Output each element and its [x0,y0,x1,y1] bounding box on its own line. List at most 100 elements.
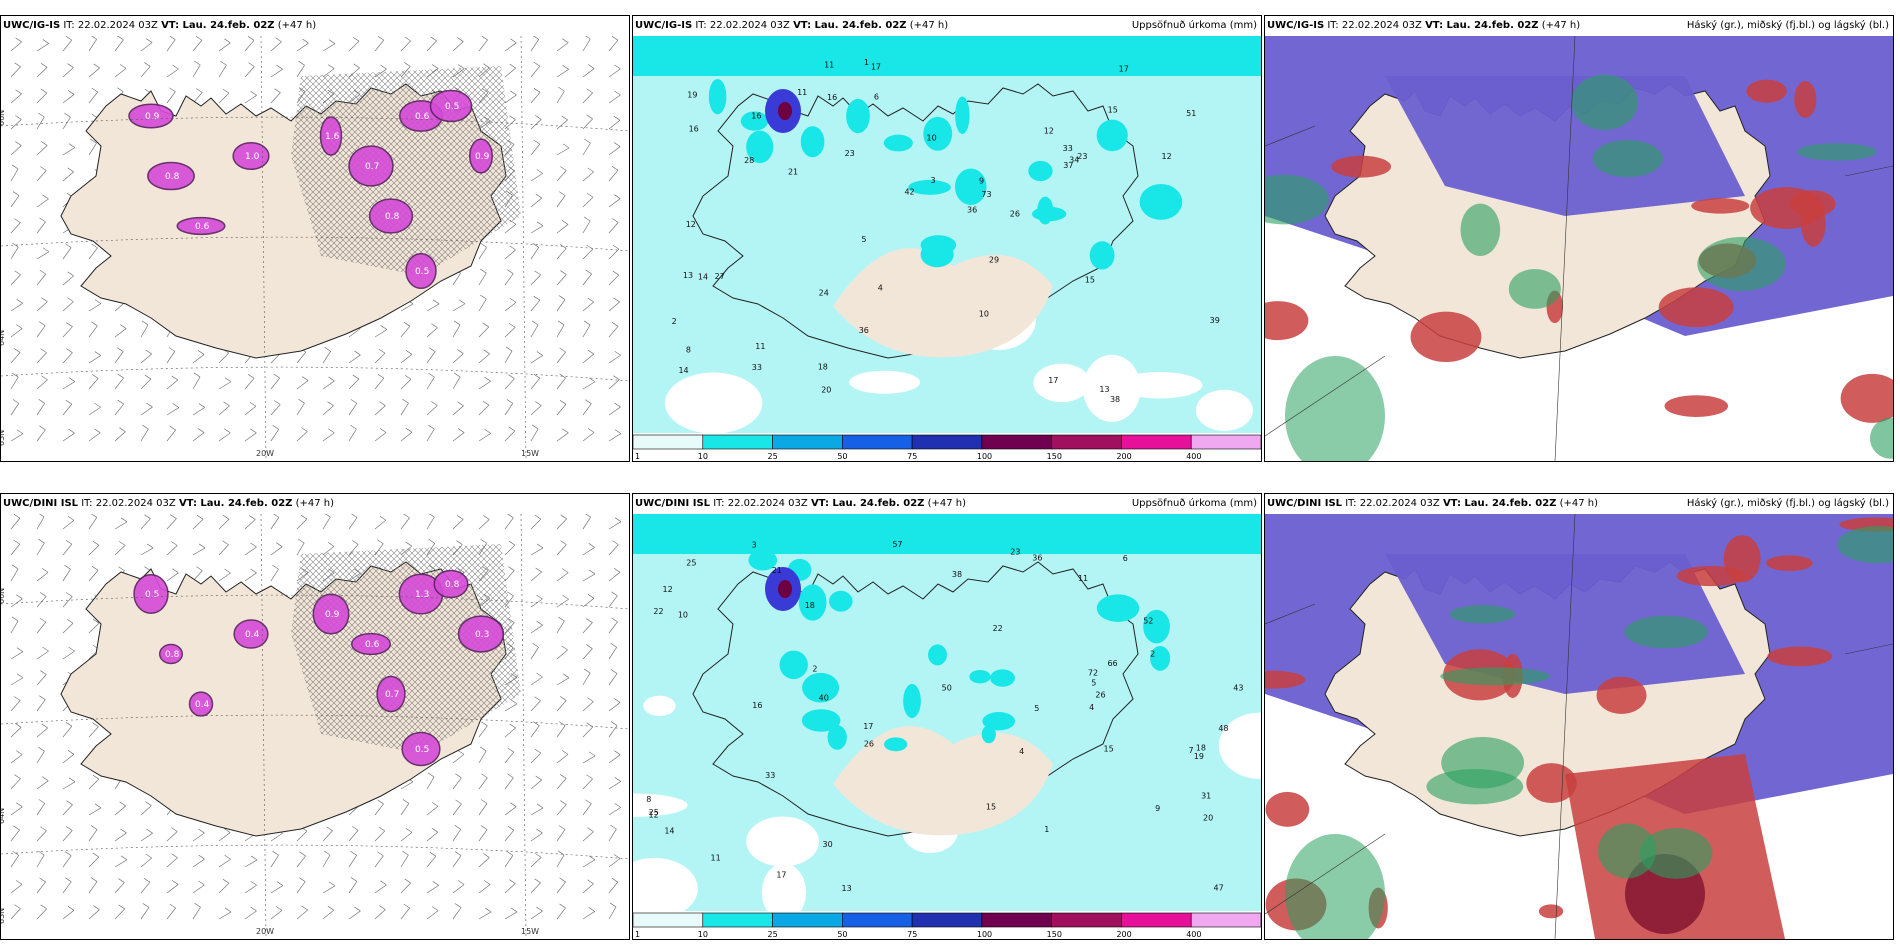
precip-map: 1913111612422615733334513827173320921293… [633,36,1261,461]
station-value: 73 [981,190,991,199]
legend-label: 10 [698,930,708,939]
station-value: 22 [653,607,663,616]
station-value: 15 [986,803,996,812]
legend-label: 1 [635,452,640,461]
station-value: 23 [845,149,855,158]
station-value: 36 [859,326,869,335]
panel-title: Háský (gr.), miðský (fj.bl.) og lágský (… [1686,498,1889,509]
snow-value-label: 0.8 [445,580,460,590]
legend-label: 100 [977,452,992,461]
station-value: 13 [683,271,693,280]
station-value: 21 [772,566,782,575]
panel-r1-precip: UWC/IG-IS IT: 22.02.2024 03Z VT: Lau. 24… [632,15,1262,462]
lat-label: 63N [1,430,6,446]
legend-label: 1 [635,930,640,939]
snow-value-label: 0.3 [475,630,489,640]
station-value: 14 [664,826,674,835]
station-value: 16 [751,112,761,121]
snow-map: 0.9 0.8 1.0 1.6 0.7 0.6 0.5 0.9 0.8 0.5 0.6 66N 64N 6… [1,36,629,461]
station-value: 3 [931,176,936,185]
station-value: 38 [1110,395,1120,404]
station-value: 13 [1099,385,1109,394]
legend-label: 400 [1186,452,1201,461]
legend-label: 25 [768,452,778,461]
panel-r1-cloud: UWC/IG-IS IT: 22.02.2024 03Z VT: Lau. 24… [1264,15,1894,462]
snow-value-label: 0.5 [445,102,459,112]
snow-value-label: 0.8 [165,172,180,182]
station-value: 48 [1218,724,1228,733]
lat-label: 64N [1,808,6,824]
station-value: 2 [672,317,677,326]
station-values: 1913111612422615733334513827173320921293… [672,58,1220,404]
station-values: 1718151247505257664836317243303826212340… [646,540,1243,893]
mid-cloud-patch [1265,670,1306,689]
station-value: 9 [979,177,984,186]
snow-value-label: 0.6 [415,112,430,122]
station-value: 34 [1069,155,1079,164]
high-cloud-patch [1440,667,1551,686]
high-cloud-patch [1571,74,1639,130]
station-value: 24 [819,289,829,298]
station-value: 16 [752,701,762,710]
station-value: 10 [927,134,937,143]
station-value: 2 [812,664,817,673]
legend-label: 10 [698,452,708,461]
snow-blobs: 0.5 0.8 0.4 0.9 0.6 1.3 0.8 0.3 0.7 0.5 0.4 [133,569,505,767]
station-value: 42 [904,188,914,197]
mid-cloud-patch [1596,676,1647,714]
station-value: 16 [689,124,699,133]
snow-value-label: 0.6 [195,222,210,232]
meridian [1554,36,1576,461]
mid-cloud-patch [1794,81,1817,118]
legend-label: 50 [837,452,847,461]
station-value: 6 [1123,554,1128,563]
graticule [1,36,629,461]
graticule [1,514,629,939]
mid-cloud-patch [1331,155,1392,178]
mid-cloud-patch [1801,200,1826,247]
lon-label: 20W [256,927,274,936]
panel-r2-precip: UWC/DINI ISL IT: 22.02.2024 03Z VT: Lau.… [632,493,1262,940]
station-value: 12 [663,585,673,594]
snow-value-label: 0.9 [325,610,340,620]
mid-cloud-patch [1658,287,1734,328]
station-value: 14 [678,366,688,375]
meridian [1554,514,1576,939]
mid-cloud-patch [1265,791,1310,827]
dry-area [833,248,1053,358]
station-value: 36 [967,206,977,215]
station-value: 11 [755,342,765,351]
station-value: 16 [827,93,837,102]
legend-label: 150 [1047,930,1062,939]
high-cloud-patch [1869,417,1893,459]
station-value: 1 [1044,825,1049,834]
station-value: 17 [1048,376,1058,385]
station-value: 30 [823,840,833,849]
station-value: 4 [1019,747,1024,756]
station-value: 28 [744,156,754,165]
station-value: 39 [1210,316,1220,325]
mid-cloud-patch [1676,565,1746,587]
lat-label: 64N [1,330,6,346]
station-value: 10 [678,610,688,619]
cloud-map [1265,514,1893,939]
station-value: 11 [1078,574,1088,583]
station-value: 7 [1189,746,1194,755]
station-value: 22 [993,624,1003,633]
lat-label: 63N [1,908,6,924]
hatched-area [291,544,521,754]
lat-label: 66N [1,110,6,126]
lon-label: 15W [521,449,539,458]
high-cloud-patch [1449,605,1516,624]
station-value: 10 [979,309,989,318]
station-value: 20 [1203,814,1213,823]
high-cloud-patch [1624,615,1708,649]
station-value: 14 [698,272,708,281]
cloud-map [1265,36,1893,461]
station-value: 25 [649,808,659,817]
mid-cloud-patch [1767,646,1833,667]
station-value: 21 [788,167,798,176]
panel-r1-snow: UWC/IG-IS IT: 22.02.2024 03Z VT: Lau. 24… [0,15,630,462]
legend-label: 50 [837,930,847,939]
panel-r2-snow: UWC/DINI ISL IT: 22.02.2024 03Z VT: Lau.… [0,493,630,940]
